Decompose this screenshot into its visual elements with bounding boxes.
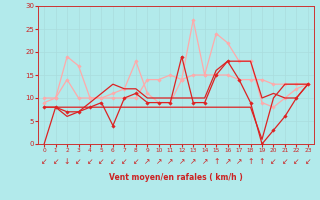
Text: ↙: ↙ (41, 157, 47, 166)
Text: ↙: ↙ (75, 157, 82, 166)
Text: ↙: ↙ (52, 157, 59, 166)
Text: ↙: ↙ (121, 157, 128, 166)
Text: ↑: ↑ (259, 157, 265, 166)
Text: ↙: ↙ (110, 157, 116, 166)
Text: ↙: ↙ (282, 157, 288, 166)
Text: ↗: ↗ (167, 157, 173, 166)
Text: ↑: ↑ (247, 157, 254, 166)
X-axis label: Vent moyen/en rafales ( km/h ): Vent moyen/en rafales ( km/h ) (109, 173, 243, 182)
Text: ↓: ↓ (64, 157, 70, 166)
Text: ↗: ↗ (179, 157, 185, 166)
Text: ↗: ↗ (202, 157, 208, 166)
Text: ↙: ↙ (87, 157, 93, 166)
Text: ↙: ↙ (305, 157, 311, 166)
Text: ↙: ↙ (98, 157, 105, 166)
Text: ↗: ↗ (236, 157, 242, 166)
Text: ↑: ↑ (213, 157, 219, 166)
Text: ↙: ↙ (133, 157, 139, 166)
Text: ↗: ↗ (224, 157, 231, 166)
Text: ↗: ↗ (156, 157, 162, 166)
Text: ↙: ↙ (270, 157, 277, 166)
Text: ↗: ↗ (190, 157, 196, 166)
Text: ↙: ↙ (293, 157, 300, 166)
Text: ↗: ↗ (144, 157, 150, 166)
